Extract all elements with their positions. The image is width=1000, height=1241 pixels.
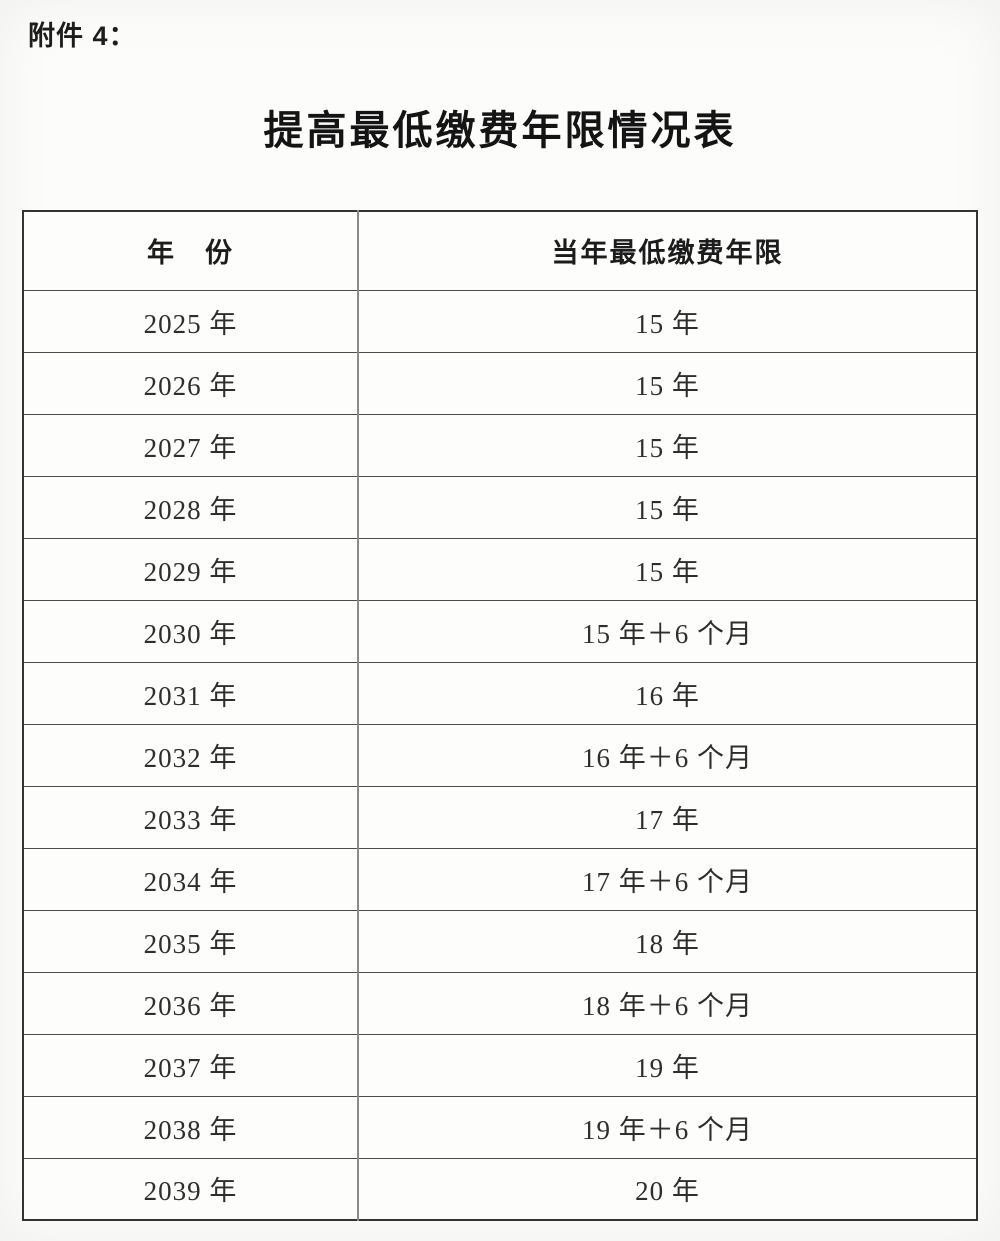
year-cell: 2030 年 (22, 599, 359, 663)
year-cell: 2025 年 (22, 289, 359, 353)
duration-cell: 15 年 (357, 413, 978, 477)
table-row: 2030 年 15 年＋6 个月 (22, 599, 978, 663)
table-row: 2031 年 16 年 (22, 661, 978, 725)
table-row: 2037 年 19 年 (22, 1033, 978, 1097)
table-row: 2039 年 20 年 (22, 1157, 978, 1221)
duration-cell: 15 年 (357, 289, 978, 353)
year-cell: 2035 年 (22, 909, 359, 973)
column-header-duration: 当年最低缴费年限 (357, 210, 978, 291)
duration-cell: 17 年＋6 个月 (357, 847, 978, 911)
duration-cell: 20 年 (357, 1157, 978, 1221)
duration-cell: 15 年＋6 个月 (357, 599, 978, 663)
year-cell: 2027 年 (22, 413, 359, 477)
table-row: 2033 年 17 年 (22, 785, 978, 849)
duration-cell: 17 年 (357, 785, 978, 849)
year-cell: 2029 年 (22, 537, 359, 601)
year-cell: 2037 年 (22, 1033, 359, 1097)
year-cell: 2031 年 (22, 661, 359, 725)
table-row: 2032 年 16 年＋6 个月 (22, 723, 978, 787)
duration-cell: 18 年 (357, 909, 978, 973)
year-cell: 2034 年 (22, 847, 359, 911)
page-title: 提高最低缴费年限情况表 (263, 108, 737, 153)
year-cell: 2032 年 (22, 723, 359, 787)
attachment-label: 附件 4： (28, 21, 137, 51)
table-row: 2025 年 15 年 (22, 289, 978, 353)
min-contribution-years-table: 年 份 当年最低缴费年限 2025 年 15 年 2026 年 15 年 202… (22, 210, 978, 1221)
table-row: 2035 年 18 年 (22, 909, 978, 973)
year-cell: 2038 年 (22, 1095, 359, 1159)
table-row: 2038 年 19 年＋6 个月 (22, 1095, 978, 1159)
table-row: 2029 年 15 年 (22, 537, 978, 601)
duration-cell: 16 年 (357, 661, 978, 725)
duration-cell: 18 年＋6 个月 (357, 971, 978, 1035)
table-row: 2027 年 15 年 (22, 413, 978, 477)
table-row: 2034 年 17 年＋6 个月 (22, 847, 978, 911)
duration-cell: 16 年＋6 个月 (357, 723, 978, 787)
column-header-year: 年 份 (22, 210, 359, 291)
duration-cell: 15 年 (357, 537, 978, 601)
duration-cell: 19 年 (357, 1033, 978, 1097)
duration-cell: 15 年 (357, 475, 978, 539)
table-row: 2026 年 15 年 (22, 351, 978, 415)
table-row: 2036 年 18 年＋6 个月 (22, 971, 978, 1035)
year-cell: 2039 年 (22, 1157, 359, 1221)
year-cell: 2033 年 (22, 785, 359, 849)
duration-cell: 19 年＋6 个月 (357, 1095, 978, 1159)
year-cell: 2028 年 (22, 475, 359, 539)
table-header-row: 年 份 当年最低缴费年限 (22, 210, 978, 291)
year-cell: 2026 年 (22, 351, 359, 415)
table-row: 2028 年 15 年 (22, 475, 978, 539)
duration-cell: 15 年 (357, 351, 978, 415)
year-cell: 2036 年 (22, 971, 359, 1035)
